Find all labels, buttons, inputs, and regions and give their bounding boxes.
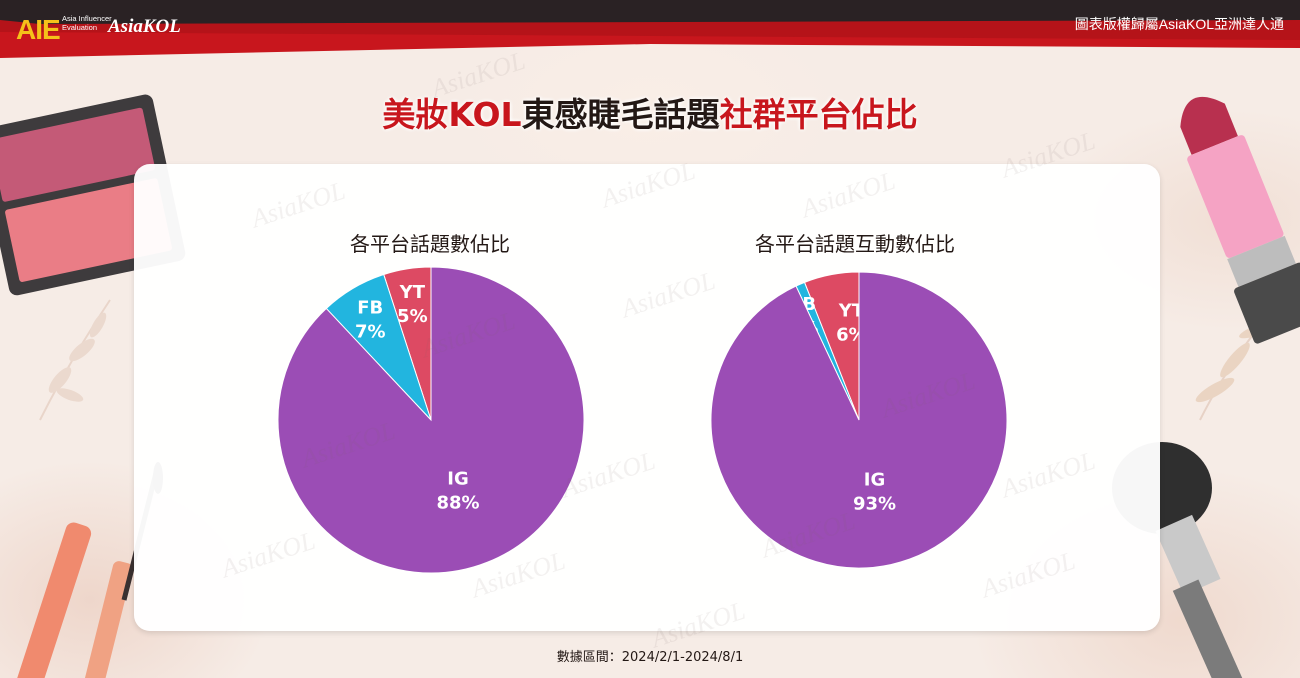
chart-1-slice-ig xyxy=(277,266,585,574)
title-part-1: 美妝KOL xyxy=(382,95,522,134)
asiakol-logo: AsiaKOL xyxy=(108,16,181,37)
chart-2-label-ig: IG 93% xyxy=(853,469,896,514)
chart-1-label-yt-name: YT xyxy=(399,282,426,303)
page-title: 美妝KOL東感睫毛話題社群平台佔比 xyxy=(0,88,1300,136)
chart-1-label-ig-name: IG xyxy=(447,468,468,489)
chart-card: 各平台話題數佔比 各平台話題互動數佔比 YT5%FB7%IG88%YT6%FB1… xyxy=(134,164,1160,631)
header-bar xyxy=(0,0,1300,58)
chart-2-slice-ig xyxy=(710,271,1008,569)
copyright-text: 圖表版權歸屬AsiaKOL亞洲達人通 xyxy=(1074,16,1284,32)
chart-2-label-ig-value: 93% xyxy=(853,493,896,514)
chart-1-title: 各平台話題數佔比 xyxy=(350,232,510,256)
aie-logo-subtitle: Asia Influencer Evaluation xyxy=(62,14,112,32)
chart-1-label-fb: FB 7% xyxy=(355,297,386,342)
chart-2-label-ig-name: IG xyxy=(864,469,885,490)
chart-1-label-fb-value: 7% xyxy=(355,321,386,342)
chart-2-title: 各平台話題互動數佔比 xyxy=(755,232,955,256)
chart-1-label-ig: IG 88% xyxy=(436,468,479,513)
chart-2-label-yt-name: YT xyxy=(838,301,865,322)
chart-1-label-ig-value: 88% xyxy=(436,492,479,513)
aie-logo: AIE xyxy=(16,14,61,45)
lipstick-icon xyxy=(1180,96,1300,344)
blush-palette-icon xyxy=(0,94,186,296)
chart-1-label-fb-name: FB xyxy=(357,297,383,318)
title-part-3: 社群平台佔比 xyxy=(719,95,918,134)
leaf-branch-left-icon xyxy=(39,299,111,421)
chart-1-label-yt-value: 5% xyxy=(397,306,428,327)
title-part-2: 東感睫毛話題 xyxy=(521,95,720,134)
date-range-note: 數據區間：2024/2/1-2024/8/1 xyxy=(556,650,744,665)
chart-1-label-yt: YT 5% xyxy=(397,282,428,327)
